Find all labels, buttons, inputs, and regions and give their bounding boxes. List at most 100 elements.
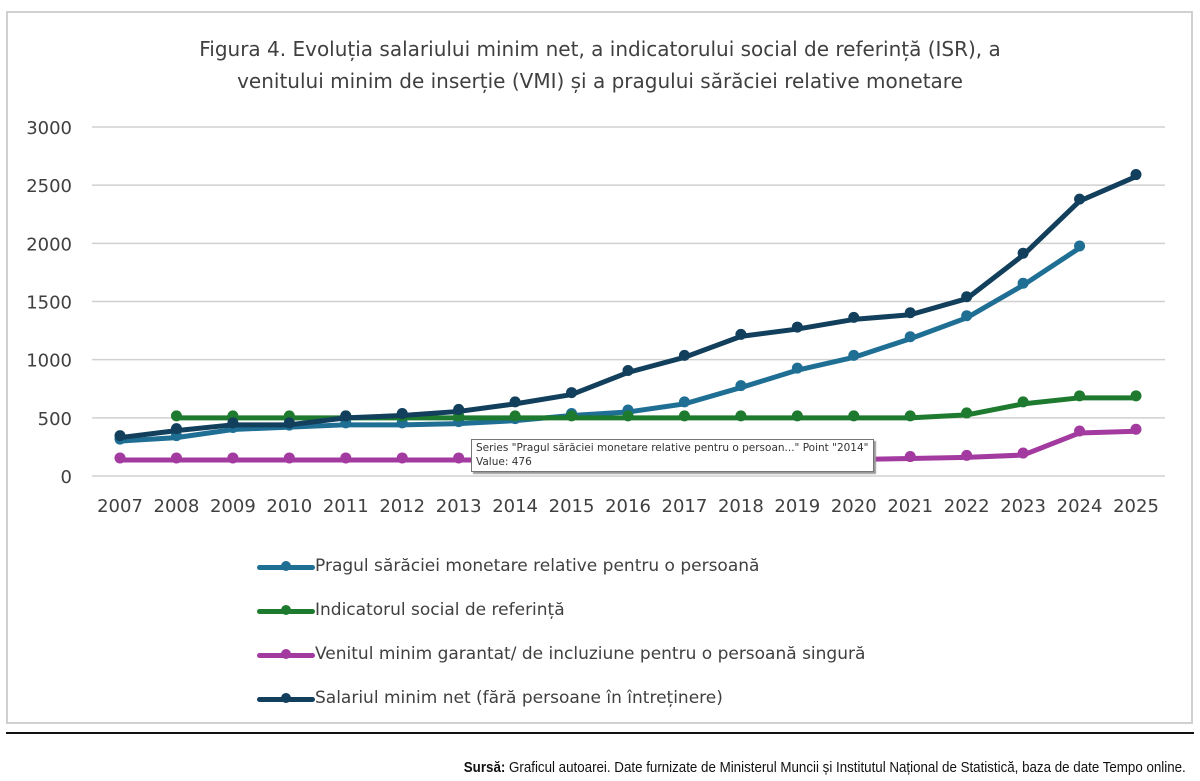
data-point[interactable] [622,410,634,422]
data-point[interactable] [1017,447,1029,459]
tooltip-series-point: Series "Pragul sărăciei monetare relativ… [476,442,869,454]
legend-marker-icon [257,690,315,706]
data-point[interactable] [566,410,578,422]
x-tick-label: 2011 [323,496,369,517]
series-3 [114,169,1142,442]
y-tick-label: 500 [38,409,72,430]
legend-item-prag-saracie[interactable]: Pragul sărăciei monetare relative pentru… [257,544,865,588]
x-tick-label: 2018 [718,496,764,517]
data-point[interactable] [1130,390,1142,402]
data-point[interactable] [622,364,634,376]
legend-label: Venitul minim garantat/ de incluziune pe… [315,644,866,664]
data-point[interactable] [678,396,690,408]
legend-label: Pragul sărăciei monetare relative pentru… [315,556,760,576]
data-point[interactable] [453,452,465,464]
legend-item-vmi[interactable]: Venitul minim garantat/ de incluziune pe… [257,632,865,676]
source-text: Graficul autoarei. Date furnizate de Min… [505,760,1186,776]
x-tick-label: 2014 [492,496,538,517]
x-tick-label: 2008 [154,496,200,517]
data-point[interactable] [1074,425,1086,437]
data-point[interactable] [678,410,690,422]
chart-title: Figura 4. Evoluția salariului minim net,… [0,33,1200,97]
data-point[interactable] [114,430,126,442]
legend-marker-icon [257,558,315,574]
data-point[interactable] [509,396,521,408]
data-point[interactable] [1017,277,1029,289]
y-tick-label: 0 [61,467,72,488]
y-tick-label: 1500 [26,293,72,314]
data-point[interactable] [791,410,803,422]
data-point[interactable] [170,452,182,464]
data-point[interactable] [283,452,295,464]
x-tick-label: 2015 [549,496,595,517]
data-point[interactable] [961,449,973,461]
data-point[interactable] [1017,396,1029,408]
x-tick-label: 2010 [266,496,312,517]
data-point[interactable] [791,321,803,333]
source-note: Sursă: Graficul autoarei. Date furnizate… [464,760,1186,776]
data-point[interactable] [904,410,916,422]
data-point[interactable] [848,349,860,361]
data-point[interactable] [509,410,521,422]
data-point[interactable] [1074,390,1086,402]
x-tick-label: 2017 [662,496,708,517]
y-tick-label: 2500 [26,176,72,197]
series-line [117,245,1083,444]
x-tick-label: 2022 [944,496,990,517]
data-point[interactable] [114,452,126,464]
data-point[interactable] [1074,193,1086,205]
data-point[interactable] [227,417,239,429]
data-point[interactable] [566,387,578,399]
data-point[interactable] [340,410,352,422]
data-point[interactable] [961,407,973,419]
data-point[interactable] [396,452,408,464]
data-point[interactable] [791,362,803,374]
x-tick-label: 2013 [436,496,482,517]
chart-title-line-1: Figura 4. Evoluția salariului minim net,… [199,37,1001,61]
data-point[interactable] [1017,247,1029,259]
separator-line [6,732,1194,734]
data-point[interactable] [1130,423,1142,435]
data-point[interactable] [340,452,352,464]
data-point[interactable] [735,328,747,340]
data-point[interactable] [961,310,973,322]
data-point[interactable] [848,410,860,422]
y-tick-label: 3000 [26,118,72,139]
legend-marker-icon [257,646,315,662]
chart-title-line-2: venitului minim de inserție (VMI) și a p… [237,69,963,93]
tooltip-value: Value: 476 [476,456,532,468]
data-point[interactable] [904,451,916,463]
data-point[interactable] [1130,169,1142,181]
x-tick-label: 2021 [887,496,933,517]
data-point[interactable] [848,311,860,323]
legend-marker-icon [257,602,315,618]
data-point[interactable] [961,291,973,303]
data-point[interactable] [735,410,747,422]
source-label: Sursă: [464,760,506,776]
legend-label: Indicatorul social de referință [315,600,565,620]
chart-frame [6,11,1193,724]
data-point[interactable] [904,331,916,343]
data-point[interactable] [227,452,239,464]
data-point[interactable] [678,349,690,361]
data-point[interactable] [904,307,916,319]
legend-item-isr[interactable]: Indicatorul social de referință [257,588,865,632]
x-tick-label: 2007 [97,496,143,517]
data-point[interactable] [283,417,295,429]
x-tick-label: 2024 [1057,496,1103,517]
legend-item-salariu-minim[interactable]: Salariul minim net (fără persoane în înt… [257,676,865,720]
x-tick-label: 2019 [774,496,820,517]
chart-legend: Pragul sărăciei monetare relative pentru… [257,544,865,720]
y-tick-label: 1000 [26,351,72,372]
x-tick-label: 2009 [210,496,256,517]
x-tick-label: 2023 [1000,496,1046,517]
data-point[interactable] [1074,240,1086,252]
legend-label: Salariul minim net (fără persoane în înt… [315,688,723,708]
data-point[interactable] [396,408,408,420]
x-tick-label: 2020 [831,496,877,517]
data-point[interactable] [170,423,182,435]
data-point[interactable] [170,410,182,422]
data-point-tooltip: Series "Pragul sărăciei monetare relativ… [471,439,874,472]
data-point[interactable] [735,380,747,392]
data-point[interactable] [453,403,465,415]
